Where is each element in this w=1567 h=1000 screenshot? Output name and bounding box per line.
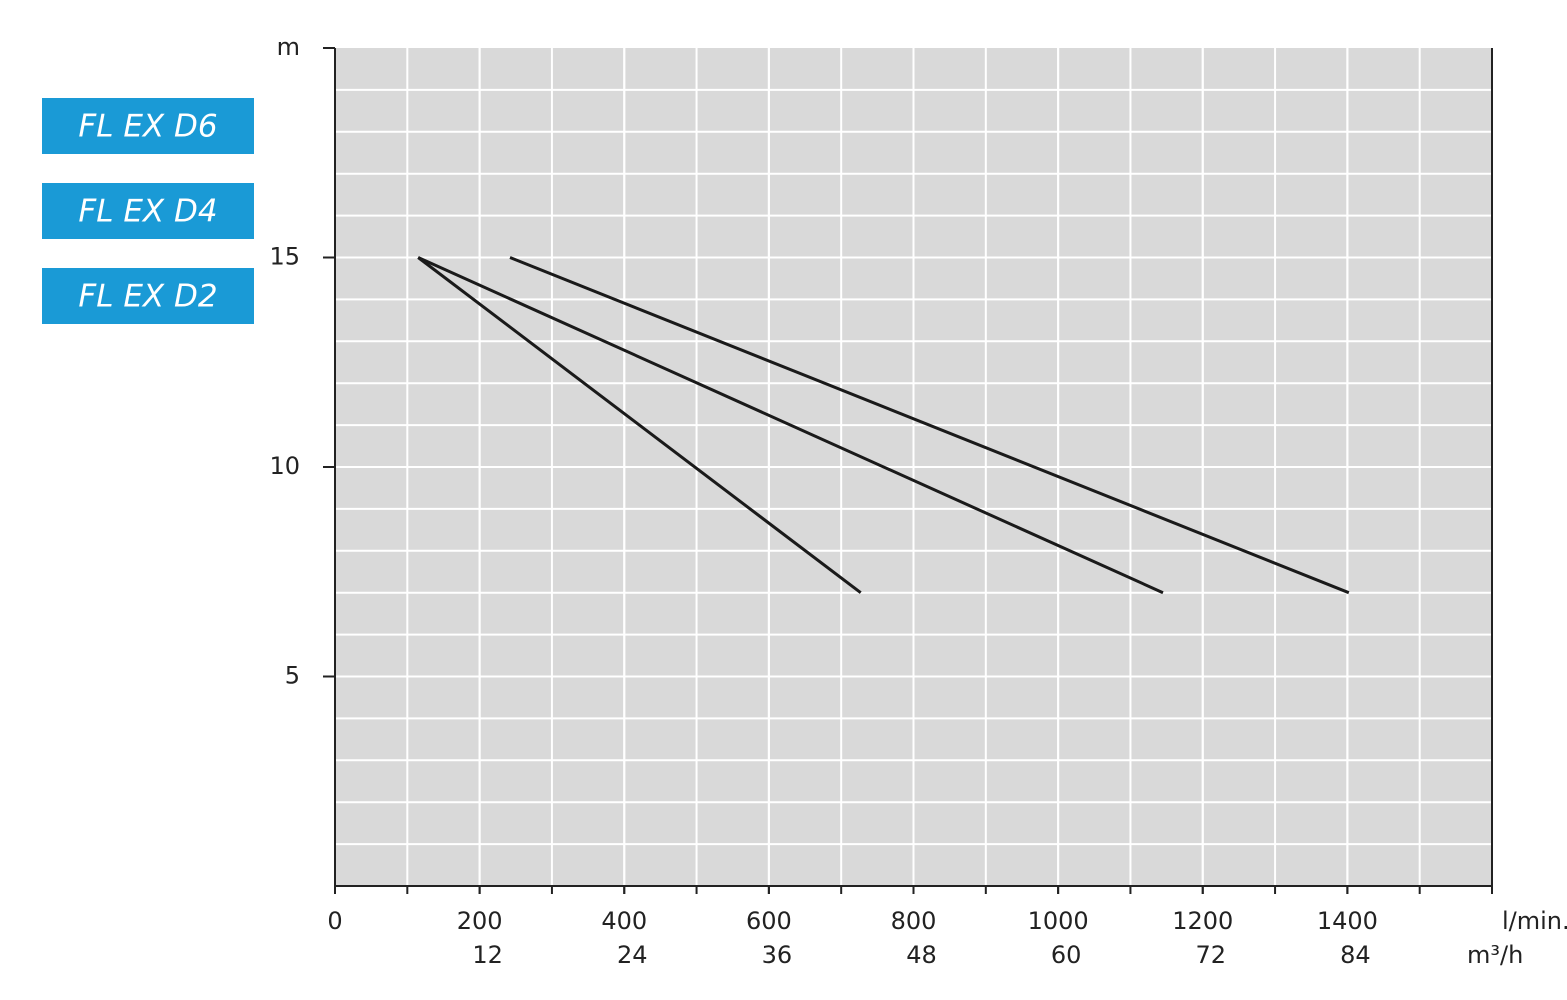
x-tick-label: 1200 <box>1172 907 1233 935</box>
legend-label: FL EX D4 <box>78 194 217 230</box>
series-line <box>417 256 1164 595</box>
x-tick-label: 1400 <box>1317 907 1378 935</box>
y-tick-label: 5 <box>285 662 300 690</box>
series-line <box>509 256 1350 595</box>
y-axis-label: m <box>277 33 300 61</box>
legend-box <box>42 268 254 324</box>
legend-label: FL EX D6 <box>78 109 217 145</box>
x2-tick-label: 48 <box>906 941 937 969</box>
x2-axis-label: m³/h <box>1467 941 1523 969</box>
x2-tick-label: 36 <box>762 941 793 969</box>
x2-tick-label: 60 <box>1051 941 1082 969</box>
y-tick-label: 15 <box>269 243 300 271</box>
x2-tick-label: 24 <box>617 941 648 969</box>
legend-box <box>42 183 254 239</box>
x-tick-label: 1000 <box>1028 907 1089 935</box>
x-tick-label: 800 <box>891 907 937 935</box>
x-tick-label: 600 <box>746 907 792 935</box>
x-axis-label: l/min. <box>1502 907 1567 935</box>
x-tick-label: 0 <box>327 907 342 935</box>
x-tick-label: 400 <box>601 907 647 935</box>
series-line <box>417 256 862 594</box>
x-tick-label: 200 <box>457 907 503 935</box>
legend-box <box>42 98 254 154</box>
x2-tick-label: 84 <box>1340 941 1371 969</box>
legend-label: FL EX D2 <box>78 279 217 315</box>
y-tick-label: 10 <box>269 452 300 480</box>
x2-tick-label: 72 <box>1195 941 1226 969</box>
x2-tick-label: 12 <box>472 941 503 969</box>
